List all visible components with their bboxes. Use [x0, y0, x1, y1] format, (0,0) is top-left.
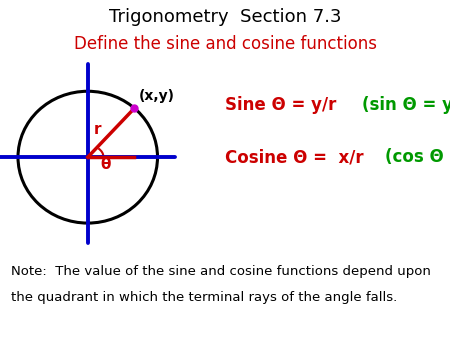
Text: Sine Θ = y/r: Sine Θ = y/r	[225, 96, 337, 114]
Text: Cosine Θ =  x/r: Cosine Θ = x/r	[225, 148, 364, 166]
Text: Note:  The value of the sine and cosine functions depend upon: Note: The value of the sine and cosine f…	[11, 265, 431, 278]
Text: (x,y): (x,y)	[139, 89, 175, 103]
Text: the quadrant in which the terminal rays of the angle falls.: the quadrant in which the terminal rays …	[11, 291, 397, 304]
Text: (cos Θ = x/r): (cos Θ = x/r)	[385, 148, 450, 166]
Text: r: r	[94, 122, 101, 137]
Text: θ: θ	[100, 157, 111, 172]
Text: Trigonometry  Section 7.3: Trigonometry Section 7.3	[109, 8, 341, 26]
Text: Define the sine and cosine functions: Define the sine and cosine functions	[73, 35, 377, 53]
Text: (sin Θ = y/r): (sin Θ = y/r)	[362, 96, 450, 114]
